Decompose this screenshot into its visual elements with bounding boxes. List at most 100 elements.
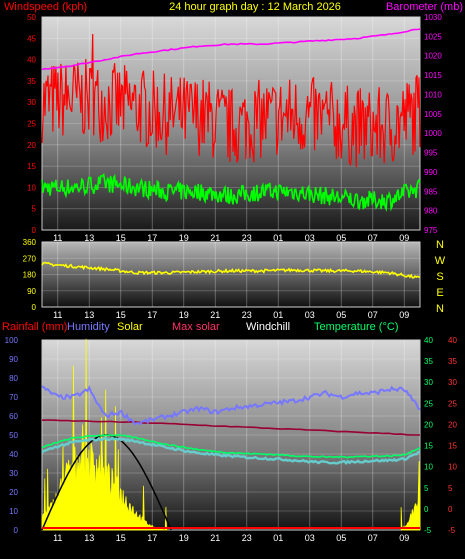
windchill-tick-label: 35 (448, 357, 457, 366)
direction-tick-label: 90 (27, 287, 36, 296)
compass-label: N (436, 239, 444, 251)
compass-label: S (436, 271, 443, 283)
windchill-tick-label: 25 (448, 399, 457, 408)
windchill-tick-label: -5 (448, 526, 456, 535)
time-tick-label: 23 (242, 533, 252, 543)
wind-axis-ticks: 0 5 10 15 20 25 30 35 40 45 50 (27, 13, 36, 235)
time-tick-label: 03 (305, 310, 315, 320)
temperature-series (41, 433, 421, 459)
wind-tick-label: 35 (27, 77, 36, 86)
time-tick-label: 23 (242, 310, 252, 320)
time-tick-label: 23 (242, 233, 252, 243)
barometer-tick-label: 980 (424, 207, 438, 216)
legend-temperature: Temperature (°C) (314, 321, 398, 333)
barometer-tick-label: 975 (424, 226, 438, 235)
humidity-tick-label: 0 (14, 526, 19, 535)
time-tick-label: 19 (179, 533, 189, 543)
legend-windchill: Windchill (246, 321, 290, 333)
time-tick-label: 09 (399, 310, 409, 320)
barometer-tick-label: 990 (424, 168, 438, 177)
windspeed-series (41, 33, 421, 168)
time-tick-label: 05 (336, 533, 346, 543)
windchill-tick-label: 0 (448, 505, 453, 514)
legend-humidity: Humidity (67, 321, 110, 333)
direction-tick-label: 270 (23, 254, 37, 263)
time-tick-label: 01 (273, 233, 283, 243)
time-tick-label: 21 (210, 233, 220, 243)
time-tick-label: 17 (147, 533, 157, 543)
panel2-time-ticks: 11 13 15 17 19 21 23 01 03 05 07 09 (53, 310, 409, 320)
barometer-series (41, 28, 421, 71)
time-tick-label: 13 (84, 533, 94, 543)
temperature-tick-label: 0 (424, 505, 429, 514)
panel1-time-ticks: 11 13 15 17 19 21 23 01 03 05 07 09 (53, 233, 409, 243)
time-tick-label: 19 (179, 233, 189, 243)
barometer-tick-label: 985 (424, 187, 438, 196)
windchill-tick-label: 40 (448, 336, 457, 345)
temperature-tick-label: 5 (424, 484, 429, 493)
wind-tick-label: 30 (27, 98, 36, 107)
barometer-tick-label: 1005 (424, 110, 442, 119)
wind-tick-label: 15 (27, 162, 36, 171)
time-tick-label: 11 (53, 233, 62, 243)
solar-end-series (400, 461, 421, 531)
barometer-tick-label: 1025 (424, 32, 442, 41)
chart-title: 24 hour graph day : 12 March 2026 (169, 1, 341, 13)
time-tick-label: 07 (368, 533, 378, 543)
legend-max-solar: Max solar (172, 321, 220, 333)
wind-tick-label: 20 (27, 141, 36, 150)
barometer-tick-label: 1030 (424, 13, 442, 22)
wind-tick-label: 10 (27, 183, 36, 192)
barometer-axis-title: Barometer (mb) (386, 1, 463, 13)
windchill-tick-label: 15 (448, 442, 457, 451)
time-tick-label: 07 (368, 310, 378, 320)
time-tick-label: 07 (368, 233, 378, 243)
humidity-axis-ticks: 0 10 20 30 40 50 60 70 80 90 100 (5, 336, 19, 535)
humidity-tick-label: 10 (9, 507, 18, 516)
time-tick-label: 09 (399, 533, 409, 543)
time-tick-label: 15 (116, 533, 126, 543)
wind-tick-label: 50 (27, 13, 36, 22)
direction-tick-label: 360 (23, 238, 37, 247)
time-tick-label: 21 (210, 310, 220, 320)
humidity-series (41, 385, 421, 426)
panel2-background (41, 241, 421, 308)
wind-axis-title: Windspeed (kph) (4, 1, 87, 13)
humidity-tick-label: 60 (9, 412, 18, 421)
humidity-tick-label: 50 (9, 431, 18, 440)
time-tick-label: 05 (336, 310, 346, 320)
time-tick-label: 01 (273, 310, 283, 320)
panel3-legend: Rainfall (mm) Humidity Solar Max solar W… (2, 321, 398, 333)
barometer-tick-label: 1000 (424, 129, 442, 138)
time-tick-label: 09 (399, 233, 409, 243)
barometer-tick-label: 1020 (424, 52, 442, 61)
windchill-tick-label: 20 (448, 420, 457, 429)
humidity-tick-label: 70 (9, 393, 18, 402)
barometer-axis-ticks: 975 980 985 990 995 1000 1005 1010 1015 1020 1025 1… (424, 13, 442, 235)
average-wind-series (41, 172, 421, 212)
compass-label: W (435, 255, 446, 267)
wind-tick-label: 0 (32, 226, 37, 235)
time-tick-label: 17 (147, 310, 157, 320)
legend-rainfall: Rainfall (mm) (2, 321, 67, 333)
temperature-axis-ticks: -5 0 5 10 15 20 25 30 35 40 (424, 336, 433, 535)
temperature-tick-label: 40 (424, 336, 433, 345)
temperature-axis-ticks-outer: -5 0 5 10 15 20 25 30 35 40 (448, 336, 457, 535)
panel3-time-ticks: 11 13 15 17 19 21 23 01 03 05 07 09 (53, 533, 409, 543)
time-tick-label: 19 (179, 310, 189, 320)
temperature-tick-label: 30 (424, 378, 433, 387)
wind-tick-label: 25 (27, 120, 36, 129)
windchill-tick-label: 30 (448, 378, 457, 387)
windchill-tick-label: 10 (448, 463, 457, 472)
barometer-tick-label: 1015 (424, 71, 442, 80)
barometer-tick-label: 995 (424, 149, 438, 158)
humidity-tick-label: 20 (9, 488, 18, 497)
humidity-tick-label: 80 (9, 374, 18, 383)
compass-label: N (436, 303, 444, 315)
temperature-tick-label: -5 (424, 526, 432, 535)
time-tick-label: 15 (116, 310, 126, 320)
humidity-tick-label: 100 (5, 336, 19, 345)
